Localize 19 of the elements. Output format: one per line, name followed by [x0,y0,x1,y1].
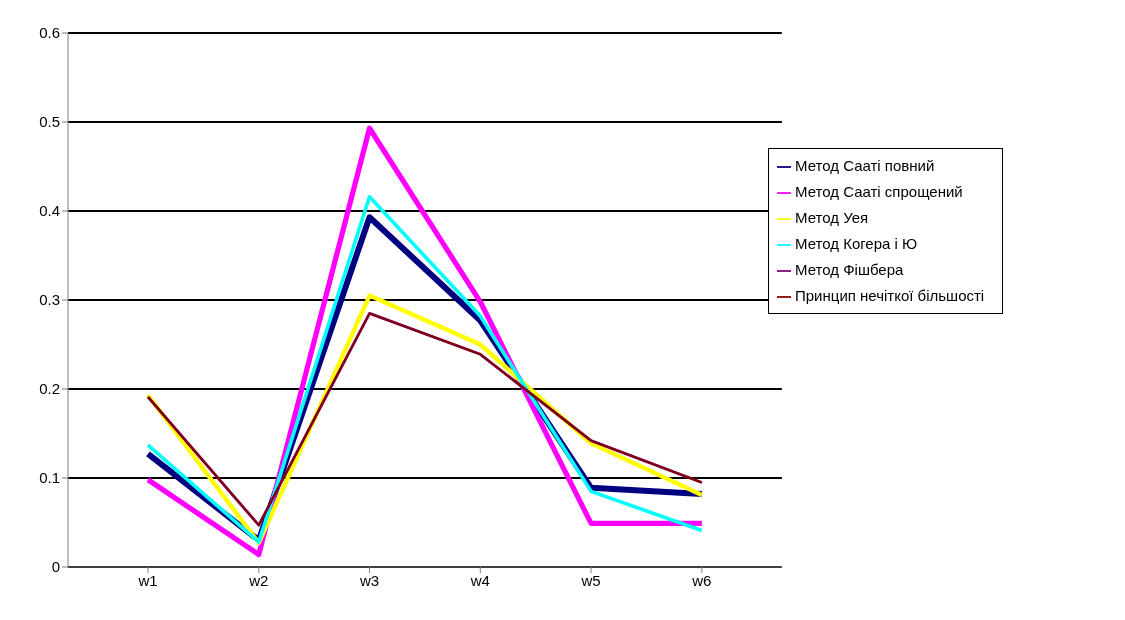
y-tick-label: 0.2 [39,380,60,398]
x-tick-label: w2 [248,571,269,589]
legend-label: Принцип нечіткої більшості [795,287,985,304]
y-tick-label: 0.6 [39,24,60,42]
legend-label: Метод Сааті спрощений [795,183,963,200]
x-tick-label: w6 [691,571,712,589]
x-tick-label: w5 [580,571,601,589]
legend-label: Метод Уея [795,209,869,226]
x-tick-label: w3 [358,571,380,589]
y-tick-label: 0.1 [39,469,60,487]
legend-label: Метод Сааті повний [795,157,935,174]
y-tick-label: 0 [51,558,60,576]
x-tick-label: w1 [137,571,158,589]
y-tick-label: 0.5 [39,113,60,131]
y-tick-label: 0.3 [39,291,60,309]
legend-label: Метод Когера і Ю [795,235,918,252]
x-tick-label: w4 [469,571,490,589]
y-tick-label: 0.4 [39,202,60,220]
legend-label: Метод Фішбера [795,261,904,278]
